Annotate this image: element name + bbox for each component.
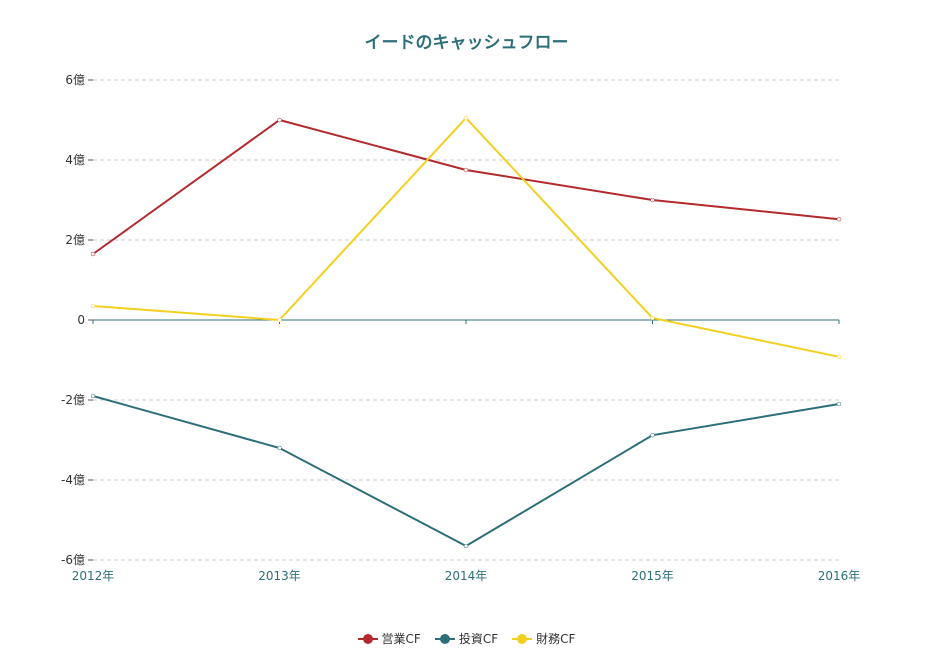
x-tick-label: 2012年: [72, 569, 115, 583]
legend-item[interactable]: 営業CF: [357, 630, 421, 647]
series-line: [92, 395, 840, 548]
series-line: [92, 118, 840, 255]
x-tick-label: 2015年: [631, 569, 674, 583]
legend-marker-icon: [434, 633, 455, 645]
y-tick-label: 6億: [65, 73, 85, 87]
data-point: [90, 303, 96, 309]
data-point: [836, 216, 842, 222]
y-tick-label: 4億: [65, 153, 85, 167]
x-tick-label: 2016年: [818, 569, 861, 583]
data-point: [836, 354, 842, 360]
y-tick-label: 0: [77, 313, 85, 327]
data-point: [650, 197, 655, 203]
data-point: [277, 317, 282, 323]
data-point: [836, 401, 842, 407]
legend-marker-icon: [357, 633, 378, 645]
data-point: [650, 432, 655, 438]
legend-label: 財務CF: [536, 632, 576, 646]
legend-item[interactable]: 投資CF: [434, 630, 499, 647]
data-point: [90, 251, 96, 257]
legend: 営業CF 投資CF 財務CF: [0, 630, 933, 647]
data-point: [277, 445, 282, 451]
y-tick-label: -2億: [61, 393, 85, 407]
legend-item[interactable]: 財務CF: [512, 630, 575, 647]
y-tick-label: -4億: [61, 473, 85, 487]
data-point: [277, 117, 282, 123]
legend-label: 投資CF: [458, 632, 499, 646]
legend-marker-icon: [512, 633, 533, 645]
data-point: [463, 167, 469, 173]
y-tick-label: 2億: [65, 233, 85, 247]
chart-title: イードのキャッシュフロー: [364, 33, 569, 53]
legend-label: 営業CF: [381, 632, 421, 646]
x-tick-label: 2014年: [445, 569, 488, 583]
data-point: [463, 543, 469, 549]
data-point: [463, 115, 469, 121]
data-point: [90, 393, 96, 399]
x-tick-label: 2013年: [258, 569, 301, 583]
data-point: [650, 315, 655, 321]
y-tick-label: -6億: [61, 553, 85, 567]
